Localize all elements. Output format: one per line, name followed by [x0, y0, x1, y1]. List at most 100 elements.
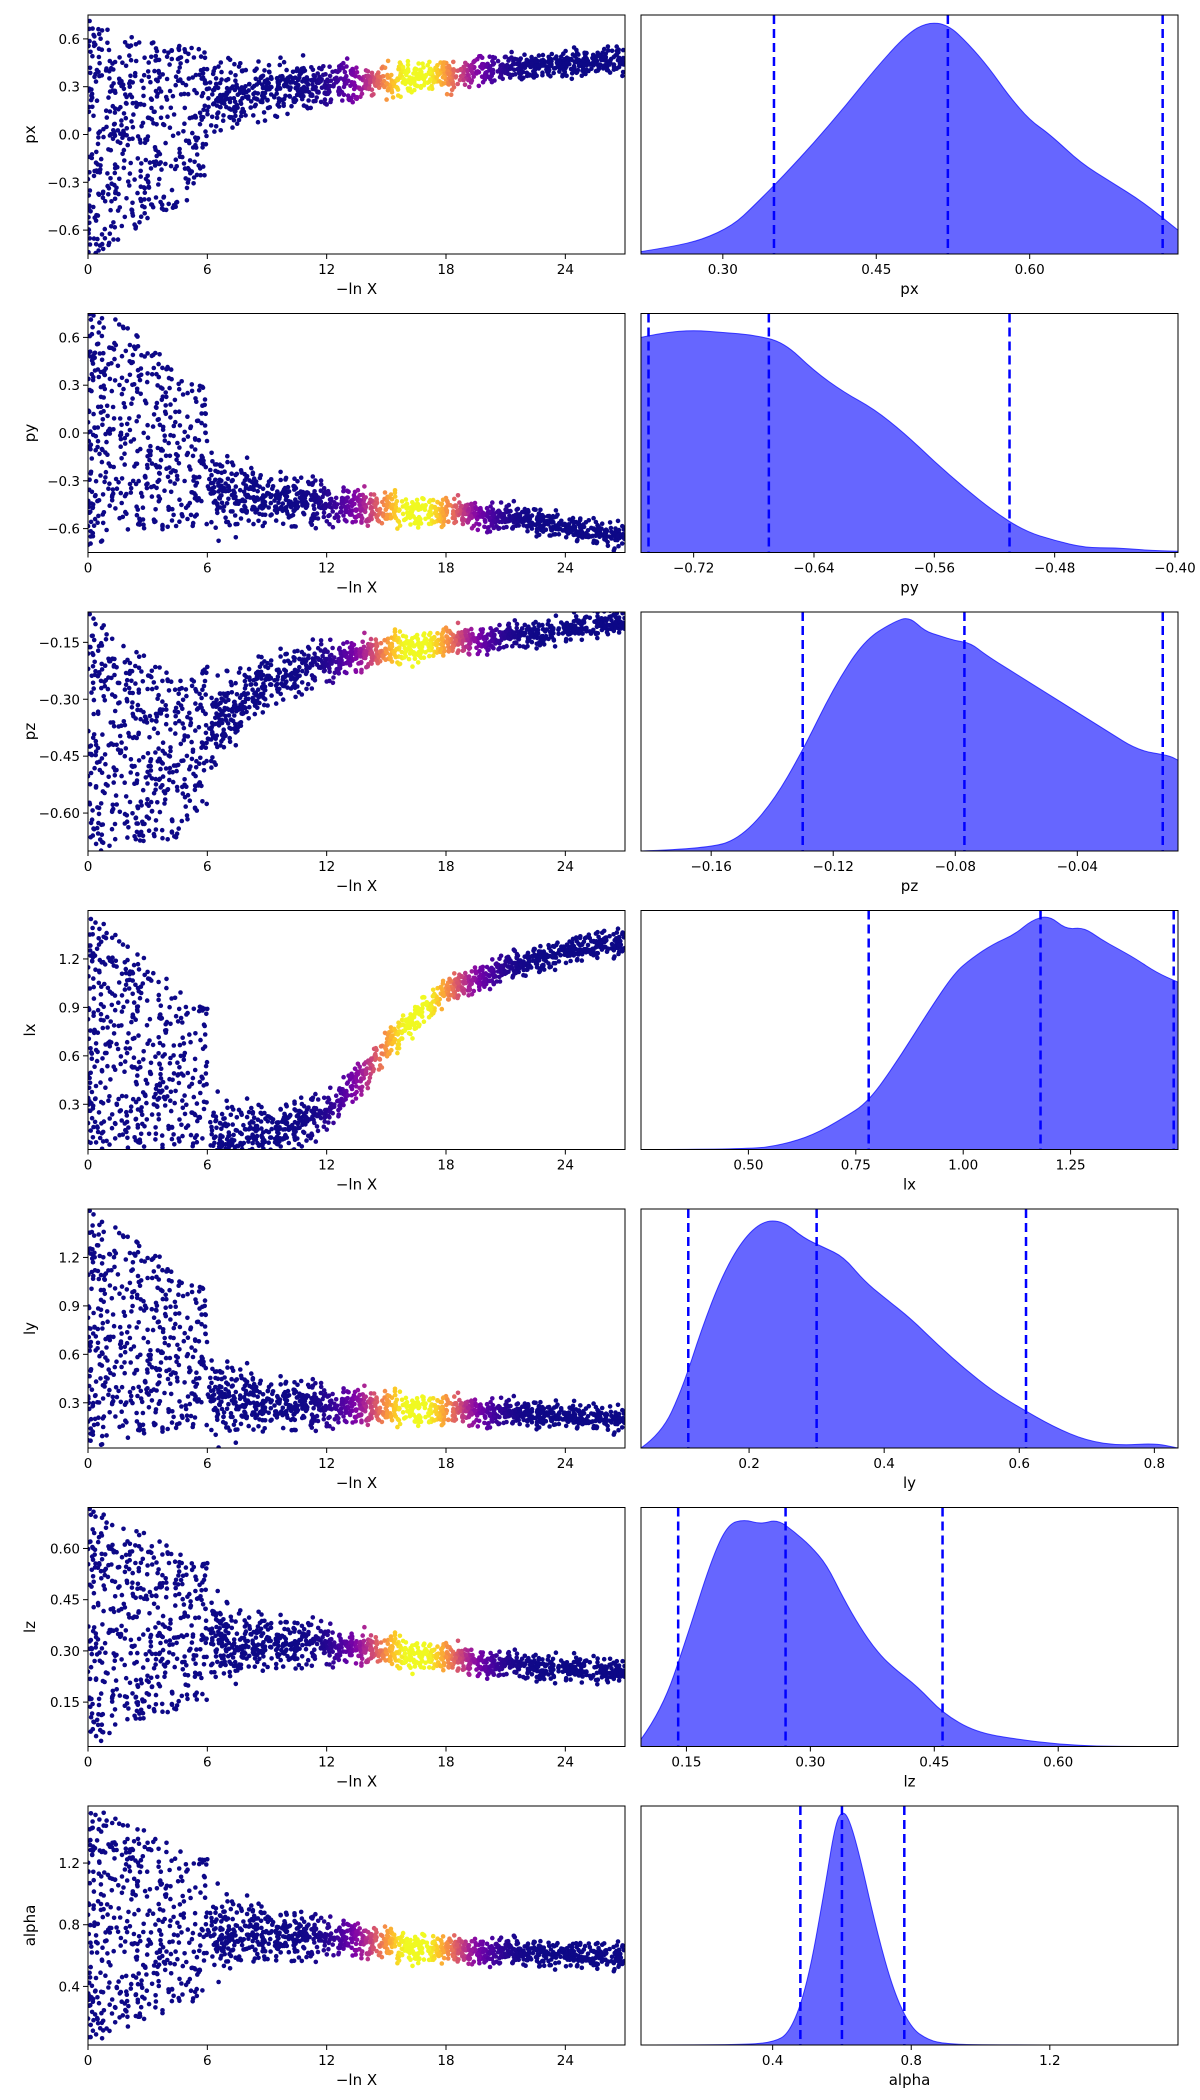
sample-point: [583, 615, 589, 620]
sample-point: [277, 670, 283, 675]
sample-point: [446, 63, 452, 69]
sample-point: [579, 637, 585, 643]
sample-point: [460, 648, 466, 653]
density-layer: [641, 313, 1178, 553]
sample-point: [91, 697, 97, 703]
sample-point: [392, 513, 397, 518]
sample-point: [128, 490, 134, 495]
sample-point: [384, 650, 390, 656]
sample-point: [250, 687, 255, 692]
sample-point: [490, 54, 496, 60]
sample-point: [392, 652, 397, 658]
sample-point: [581, 67, 587, 73]
sample-point: [584, 625, 589, 631]
sample-point: [404, 506, 409, 511]
sample-point: [595, 612, 600, 615]
sample-point: [99, 538, 105, 543]
sample-point: [172, 203, 177, 209]
sample-point: [361, 644, 367, 650]
sample-point: [487, 529, 493, 534]
sample-point: [234, 82, 239, 87]
sample-point: [198, 755, 203, 761]
sample-point: [218, 691, 223, 696]
sample-point: [314, 95, 320, 100]
sample-point: [206, 96, 211, 101]
sample-point: [88, 773, 91, 779]
sample-point: [184, 693, 189, 699]
sample-point: [601, 54, 607, 60]
sample-point: [247, 675, 252, 680]
sample-point: [515, 66, 520, 72]
sample-point: [514, 621, 520, 627]
x-tick-label: 6: [203, 859, 212, 875]
y-tick-label: 0.3: [59, 80, 80, 96]
sample-point: [190, 747, 196, 753]
sample-point: [551, 70, 556, 76]
sample-point: [129, 678, 134, 684]
sample-point: [112, 694, 118, 699]
sample-point: [254, 66, 259, 71]
sample-point: [112, 836, 118, 842]
sample-point: [162, 48, 167, 54]
sample-point: [532, 507, 537, 512]
sample-point: [556, 626, 562, 631]
sample-point: [122, 722, 128, 728]
sample-point: [351, 80, 357, 85]
sample-point: [159, 105, 164, 110]
sample-point: [509, 514, 514, 520]
sample-point: [240, 699, 245, 705]
sample-point: [253, 510, 258, 515]
sample-point: [481, 510, 486, 516]
sample-point: [401, 76, 407, 82]
sample-point: [345, 655, 351, 661]
sample-point: [99, 667, 105, 672]
sample-point: [318, 641, 324, 647]
sample-point: [450, 511, 456, 517]
sample-point: [189, 756, 195, 762]
sample-point: [99, 756, 105, 761]
sample-point: [308, 481, 314, 487]
sample-point: [312, 506, 317, 512]
sample-point: [529, 634, 535, 639]
sample-point: [193, 142, 198, 148]
sample-point: [133, 663, 138, 669]
sample-point: [522, 630, 528, 636]
sample-point: [138, 490, 144, 496]
sample-point: [176, 691, 181, 697]
sample-point: [200, 455, 205, 460]
sample-point: [165, 677, 170, 682]
sample-point: [210, 92, 215, 97]
sample-point: [431, 79, 437, 85]
sample-point: [435, 631, 440, 636]
sample-point: [115, 128, 121, 133]
sample-point: [576, 52, 581, 57]
sample-point: [564, 60, 569, 66]
sample-point: [341, 92, 347, 98]
sample-point: [396, 66, 401, 72]
sample-point: [176, 700, 181, 706]
sample-point: [97, 320, 102, 325]
sample-point: [268, 500, 274, 506]
sample-point: [218, 720, 223, 726]
sample-point: [119, 773, 124, 779]
sample-point: [248, 485, 253, 490]
sample-point: [230, 1122, 235, 1127]
sample-point: [363, 648, 368, 654]
sample-point: [374, 515, 380, 520]
sample-point: [169, 56, 175, 62]
sample-point: [172, 687, 178, 692]
sample-point: [122, 687, 128, 692]
sample-point: [184, 813, 190, 818]
sample-point: [110, 720, 116, 725]
sample-point: [594, 54, 599, 59]
sample-point: [359, 91, 365, 96]
sample-point: [246, 666, 252, 672]
sample-point: [109, 675, 114, 681]
sample-point: [181, 737, 187, 743]
sample-point: [480, 514, 486, 520]
sample-point: [278, 55, 283, 60]
sample-point: [265, 703, 270, 708]
sample-point: [100, 417, 106, 422]
sample-point: [495, 514, 501, 520]
sample-point: [201, 768, 207, 773]
